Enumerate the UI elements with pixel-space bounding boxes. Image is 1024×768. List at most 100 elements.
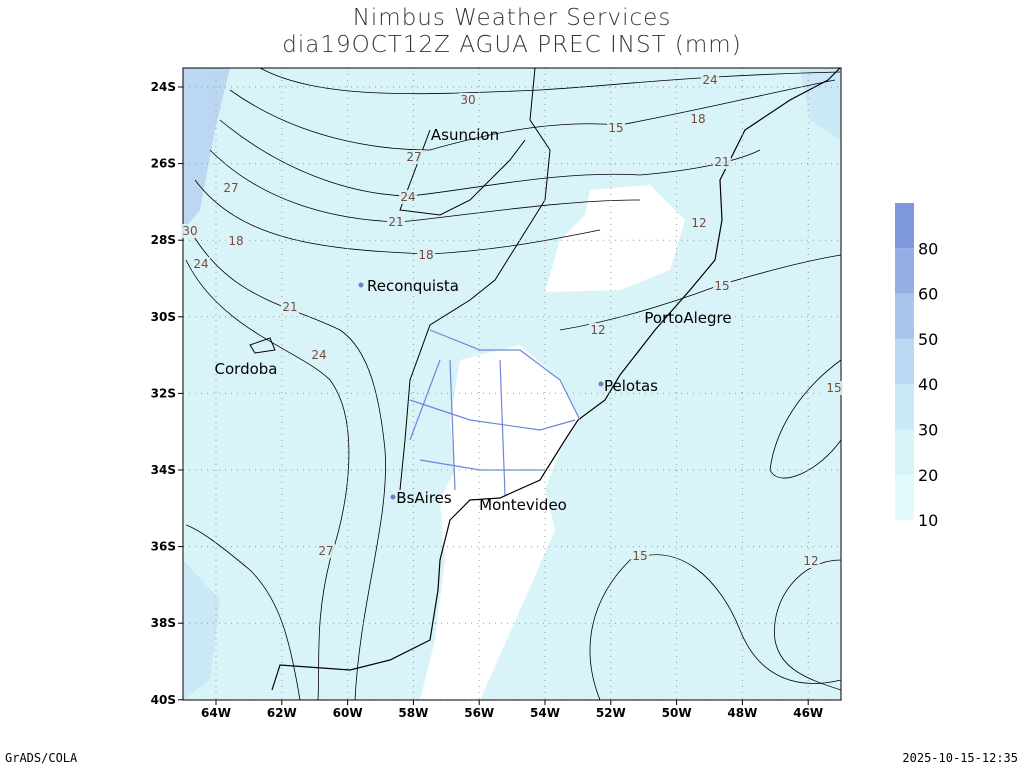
lat-label: 26S [151,157,176,171]
colorbar-label: 50 [918,330,938,349]
contour-label-bg [701,73,719,87]
shade [183,560,220,700]
contour-label-bg [417,248,435,262]
contour-label: 15 [714,279,729,293]
title: Nimbus Weather Services [353,5,672,31]
lon-label: 50W [662,706,692,720]
lon-label: 48W [727,706,757,720]
colorbar-label: 80 [918,239,938,258]
contour-label-bg [459,93,477,107]
contour-label-bg [222,181,240,195]
contour-label-bg [713,155,731,169]
coastline [271,67,841,691]
colorbar-box [895,338,914,385]
colorbar: 80 60 50 40 30 20 10 [895,203,938,530]
contour-label-bg [713,279,731,293]
contour-label-bg [689,112,707,126]
contour-label-bg [227,234,245,248]
contour-label: 24 [400,190,415,204]
lon-label: 46W [793,706,823,720]
contour-label-bg [607,121,625,135]
contour-label: 18 [228,234,243,248]
city-label: Pelotas [604,377,658,395]
colorbar-box [895,293,914,339]
contour-label: 15 [608,121,623,135]
lat-label: 32S [151,386,176,400]
contour-label: 30 [460,93,475,107]
colorbar-box [895,429,914,475]
contour-label-bg [405,150,423,164]
labels: 24S 26S 28S 30S 32S 34S 36S 38S 40S 64W 62W 60W 58W 5… [151,73,843,720]
colorbar-box [895,248,914,294]
city-label: Montevideo [479,496,567,514]
lon-label: 52W [596,706,626,720]
city-dot [358,282,364,288]
contour-label-bg [317,544,335,558]
contour-label-bg [825,381,843,395]
colorbar-box [895,203,914,249]
contour-label: 21 [714,155,729,169]
lon-label: 56W [464,706,494,720]
lat-label: 24S [151,80,176,94]
lat-label: 38S [151,616,176,630]
lat-label: 28S [151,233,176,247]
contour-label: 21 [388,215,403,229]
contour-label-bg [387,215,405,229]
contour-label: 27 [223,181,238,195]
border [399,67,551,491]
border [399,129,526,216]
lake [249,337,276,354]
contour-label: 15 [826,381,841,395]
lon-label: 64W [201,706,231,720]
contour-label-bg [310,348,328,362]
contour-label-bg [589,323,607,337]
contour-label-bg [192,257,210,271]
colorbar-label: 10 [918,511,938,530]
contour-label-bg [399,190,417,204]
dry-area [545,185,685,292]
lat-label: 34S [151,463,176,477]
map [182,67,842,701]
contour-label-bg [281,300,299,314]
contour-label-bg [802,554,820,568]
contour-label: 12 [803,554,818,568]
city-label: Asuncion [431,126,499,144]
contour-label: 24 [702,73,717,87]
colorbar-label: 60 [918,285,938,304]
lat-label: 36S [151,540,176,554]
contour-label: 24 [193,257,208,271]
shade [800,68,841,140]
city-dot [598,381,604,387]
admin-borders [409,329,581,496]
contour-label-bg [181,224,199,238]
lon-label: 54W [530,706,560,720]
colorbar-label: 30 [918,421,938,440]
lat-label: 40S [151,693,176,707]
contour-label: 27 [318,544,333,558]
colorbar-box [895,384,914,430]
colorbar-box [895,474,914,521]
dry-area [420,345,580,700]
contour-label: 21 [282,300,297,314]
shade [183,68,230,230]
contour-label: 18 [690,112,705,126]
contour-label: 18 [418,248,433,262]
colorbar-label: 20 [918,466,938,485]
contour-label: 15 [632,549,647,563]
city-dot [390,494,396,500]
lon-label: 60W [333,706,363,720]
contour-label: 12 [590,323,605,337]
lon-label: 62W [267,706,297,720]
colorbar-label: 40 [918,375,938,394]
contour-label: 27 [406,150,421,164]
contour-label: 12 [691,216,706,230]
contour-label: 30 [182,224,197,238]
footer-right: 2025-10-15-12:35 [902,751,1018,765]
city-label: PortoAlegre [644,309,731,327]
city-label: BsAires [396,489,452,507]
footer-left: GrADS/COLA [5,751,78,765]
contour-label: 24 [311,348,326,362]
contour-label-bg [690,216,708,230]
city-label: Cordoba [215,360,278,378]
